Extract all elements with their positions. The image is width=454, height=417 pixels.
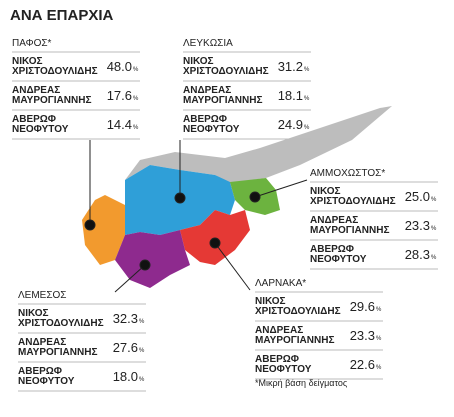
pafos-region — [82, 195, 125, 265]
candidate-name: ΑΒΕΡΩΦ — [255, 354, 299, 365]
candidate-name: ΑΝΔΡΕΑΣ — [183, 85, 231, 96]
marker — [249, 191, 261, 203]
unit: % — [376, 307, 382, 313]
marker — [209, 237, 221, 249]
vote-share: 32.3 — [113, 311, 138, 326]
candidate-name: ΝΕΟΦΥΤΟΥ — [183, 124, 240, 135]
candidate-name: ΜΑΥΡΟΓΙΑΝΝΗΣ — [183, 95, 262, 106]
candidate-name: ΝΙΚΟΣ — [310, 186, 341, 197]
candidate-name: ΝΙΚΟΣ — [18, 308, 49, 319]
unit: % — [139, 377, 145, 383]
marker — [174, 192, 186, 204]
unit: % — [431, 255, 437, 261]
district-name: ΠΑΦΟΣ* — [12, 38, 52, 49]
vote-share: 31.2 — [278, 59, 303, 74]
unit: % — [304, 125, 310, 131]
vote-share: 18.1 — [278, 88, 303, 103]
vote-share: 48.0 — [107, 59, 132, 74]
leader-line — [254, 179, 308, 198]
candidate-name: ΜΑΥΡΟΓΙΑΝΝΗΣ — [310, 225, 389, 236]
candidate-name: ΑΝΔΡΕΑΣ — [18, 337, 66, 348]
vote-share: 29.6 — [350, 299, 375, 314]
title: ΑΝΑ ΕΠΑΡΧΙΑ — [10, 7, 114, 24]
vote-share: 24.9 — [278, 117, 303, 132]
candidate-name: ΑΒΕΡΩΦ — [18, 366, 62, 377]
candidate-name: ΜΑΥΡΟΓΙΑΝΝΗΣ — [255, 335, 334, 346]
district-name: ΛΕΥΚΩΣΙΑ — [183, 38, 233, 49]
unit: % — [133, 67, 139, 73]
vote-share: 22.6 — [350, 357, 375, 372]
candidate-name: ΝΕΟΦΥΤΟΥ — [12, 124, 69, 135]
candidate-name: ΑΒΕΡΩΦ — [183, 114, 227, 125]
marker — [139, 259, 151, 271]
candidate-name: ΑΝΔΡΕΑΣ — [255, 325, 303, 336]
unit: % — [431, 197, 437, 203]
candidate-name: ΑΝΔΡΕΑΣ — [12, 85, 60, 96]
unit: % — [133, 125, 139, 131]
vote-share: 27.6 — [113, 340, 138, 355]
vote-share: 17.6 — [107, 88, 132, 103]
candidate-name: ΝΕΟΦΥΤΟΥ — [18, 376, 75, 387]
candidate-name: ΧΡΙΣΤΟΔΟΥΛΙΔΗΣ — [18, 318, 104, 329]
candidate-name: ΧΡΙΣΤΟΔΟΥΛΙΔΗΣ — [12, 66, 98, 77]
north-region — [125, 106, 392, 183]
unit: % — [133, 96, 139, 102]
unit: % — [304, 96, 310, 102]
marker — [84, 219, 96, 231]
candidate-name: ΝΕΟΦΥΤΟΥ — [255, 364, 312, 375]
unit: % — [376, 336, 382, 342]
unit: % — [376, 365, 382, 371]
candidate-name: ΝΙΚΟΣ — [183, 56, 214, 67]
candidate-name: ΑΒΕΡΩΦ — [310, 244, 354, 255]
candidate-name: ΝΙΚΟΣ — [255, 296, 286, 307]
unit: % — [431, 226, 437, 232]
candidate-name: ΝΕΟΦΥΤΟΥ — [310, 254, 367, 265]
leader-line — [114, 264, 146, 293]
district-name: ΛΕΜΕΣΟΣ — [18, 290, 67, 301]
unit: % — [139, 319, 145, 325]
vote-share: 18.0 — [113, 369, 138, 384]
vote-share: 14.4 — [107, 117, 132, 132]
vote-share: 23.3 — [350, 328, 375, 343]
unit: % — [139, 348, 145, 354]
leader-line — [214, 242, 251, 291]
candidate-name: ΜΑΥΡΟΓΙΑΝΝΗΣ — [12, 95, 91, 106]
vote-share: 25.0 — [405, 189, 430, 204]
candidate-name: ΧΡΙΣΤΟΔΟΥΛΙΔΗΣ — [310, 196, 396, 207]
candidate-name: ΑΝΔΡΕΑΣ — [310, 215, 358, 226]
unit: % — [304, 67, 310, 73]
candidate-name: ΧΡΙΣΤΟΔΟΥΛΙΔΗΣ — [183, 66, 269, 77]
footnote: *Μικρή βάση δείγματος — [255, 378, 348, 388]
lemesos-region — [115, 230, 190, 288]
candidate-name: ΝΙΚΟΣ — [12, 56, 43, 67]
vote-share: 23.3 — [405, 218, 430, 233]
candidate-name: ΜΑΥΡΟΓΙΑΝΝΗΣ — [18, 347, 97, 358]
district-name: ΑΜΜΟΧΩΣΤΟΣ* — [310, 168, 385, 179]
vote-share: 28.3 — [405, 247, 430, 262]
leaders — [84, 140, 308, 293]
candidate-name: ΧΡΙΣΤΟΔΟΥΛΙΔΗΣ — [255, 306, 341, 317]
district-name: ΛΑΡΝΑΚΑ* — [255, 278, 306, 289]
candidate-name: ΑΒΕΡΩΦ — [12, 114, 56, 125]
